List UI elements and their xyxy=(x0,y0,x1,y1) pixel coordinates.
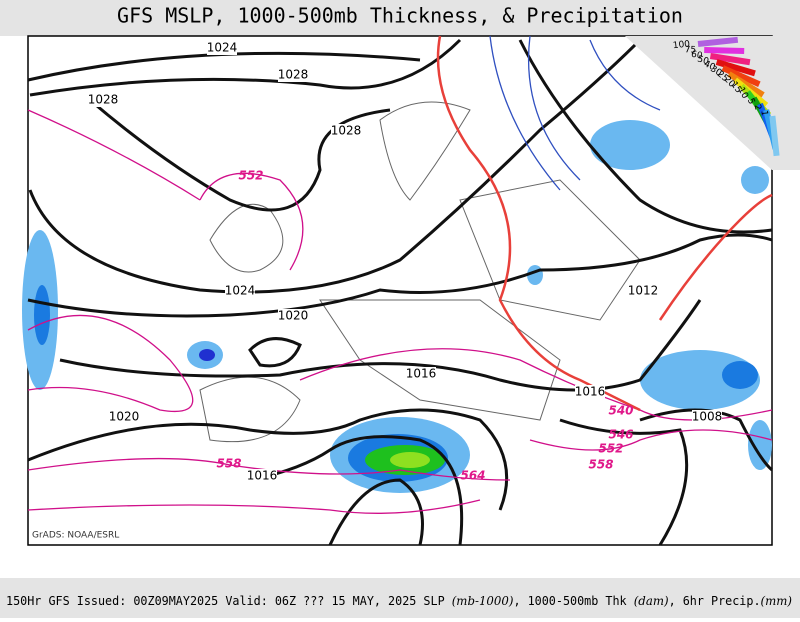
credit: GrADS: NOAA/ESRL xyxy=(32,531,119,541)
legend-swatch xyxy=(715,59,756,77)
pressure-label: 1016 xyxy=(406,367,437,381)
footer-band xyxy=(0,578,800,618)
legend-swatch xyxy=(709,53,751,66)
label-bg xyxy=(575,385,605,399)
pressure-label: 1016 xyxy=(575,385,606,399)
label-bg xyxy=(88,93,118,107)
footer-text: , 1000-500mb Thk xyxy=(513,594,633,608)
legend-swatch xyxy=(721,65,761,88)
footer-text: 150Hr GFS Issued: 00Z09MAY2025 Valid: 06… xyxy=(6,594,452,608)
isobars xyxy=(27,38,774,546)
thickness-label: 558 xyxy=(216,457,241,471)
label-bg xyxy=(628,284,658,298)
legend-label: 2 xyxy=(752,103,763,111)
legend-label: 1 xyxy=(758,110,769,117)
pressure-label: 1028 xyxy=(88,93,119,107)
footer: 150Hr GFS Issued: 00Z09MAY2025 Valid: 06… xyxy=(6,594,792,608)
legend-label: 50 xyxy=(696,54,710,67)
pressure-label: 1028 xyxy=(278,68,309,82)
pressure-label: 1020 xyxy=(278,309,309,323)
label-bg xyxy=(692,410,722,424)
pressure-labels: 1024 1028 1028 1028 1024 1020 1016 1012 1016 1008… xyxy=(88,41,723,483)
legend-swatch xyxy=(697,36,739,47)
footer-unit: (mb-1000) xyxy=(452,594,514,608)
thickness-label: 546 xyxy=(608,428,633,442)
label-bg xyxy=(331,124,361,138)
label-bg xyxy=(278,309,308,323)
precipitation xyxy=(22,120,772,493)
legend-swatch xyxy=(769,115,780,157)
legend-label: 100 xyxy=(672,39,690,51)
label-bg xyxy=(207,41,237,55)
label-bg xyxy=(247,469,277,483)
pressure-label: 1024 xyxy=(207,41,238,55)
label-bg xyxy=(406,367,436,381)
title-band xyxy=(0,0,800,36)
legend-swatch xyxy=(727,71,765,98)
thickness-label: 540 xyxy=(608,404,633,418)
legend-label: 75 xyxy=(685,45,697,55)
legend-swatch xyxy=(704,47,745,55)
pressure-label: 1028 xyxy=(331,124,362,138)
pressure-label: 1008 xyxy=(692,410,723,424)
thickness-label: 558 xyxy=(588,458,613,472)
label-bg xyxy=(225,284,255,298)
pressure-label: 1016 xyxy=(247,469,278,483)
footer-unit: (mm) xyxy=(761,594,793,608)
pressure-label: 1012 xyxy=(628,284,659,298)
legend-label: 60 xyxy=(690,50,703,62)
legend-label: 40 xyxy=(702,59,717,73)
label-bg xyxy=(278,68,308,82)
footer-unit: (dam) xyxy=(634,594,669,608)
thickness-540 xyxy=(436,35,773,412)
thickness-lines xyxy=(27,109,773,514)
legend-label: 5 xyxy=(745,97,756,106)
legend-label: 10 xyxy=(736,86,750,101)
thickness-label: 564 xyxy=(460,469,485,483)
pressure-label: 1024 xyxy=(225,284,256,298)
pressure-label: 1020 xyxy=(109,410,140,424)
label-bg xyxy=(109,410,139,424)
thickness-label: 552 xyxy=(598,442,623,456)
title: GFS MSLP, 1000-500mb Thickness, & Precip… xyxy=(117,4,683,28)
legend-area xyxy=(625,36,800,170)
footer-text: , 6hr Precip. xyxy=(669,594,761,608)
thickness-label: 552 xyxy=(238,169,263,183)
